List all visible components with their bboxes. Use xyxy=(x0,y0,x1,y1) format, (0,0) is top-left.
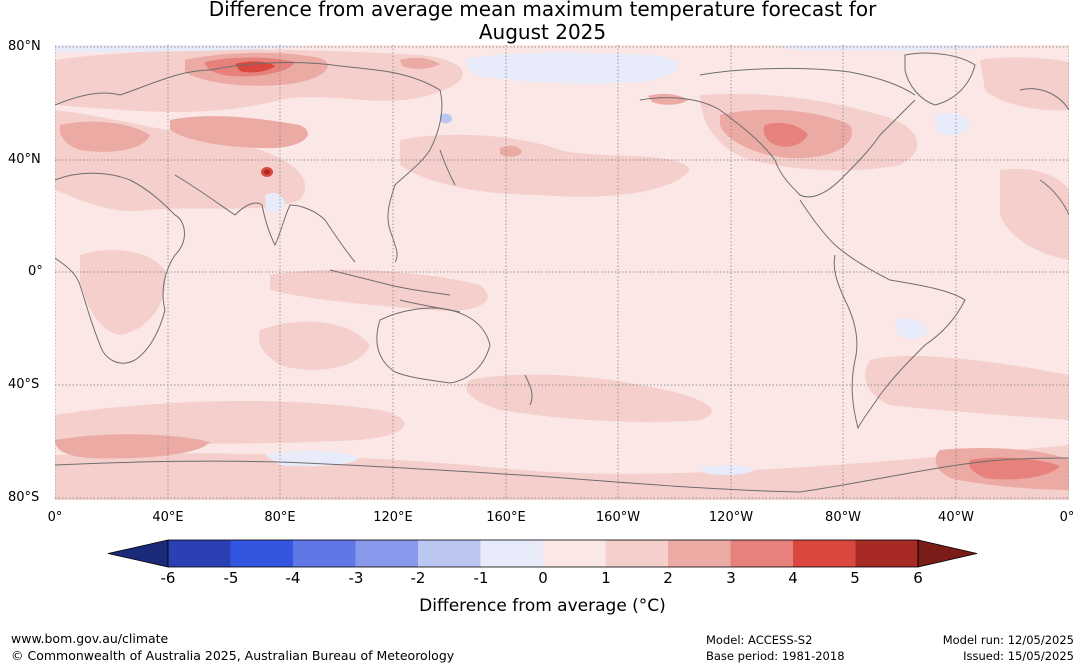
lon-label-160w: 160°W xyxy=(595,510,641,525)
colorbar-swatch xyxy=(605,540,668,567)
colorbar-under-arrow xyxy=(107,539,169,568)
coastlines xyxy=(55,52,1069,493)
colorbar-swatch xyxy=(730,540,793,567)
footer-copyright: © Commonwealth of Australia 2025, Austra… xyxy=(11,648,455,663)
lon-label-120e: 120°E xyxy=(373,510,413,525)
colorbar-over-arrow xyxy=(917,539,978,568)
colorbar-swatch xyxy=(855,540,918,567)
lat-label-40s: 40°S xyxy=(8,377,40,392)
colorbar-swatch xyxy=(230,540,293,567)
footer-issued: Issued: 15/05/2025 xyxy=(963,649,1074,663)
lon-label-0-left: 0° xyxy=(47,510,63,525)
colorbar-swatch xyxy=(293,540,356,567)
colorbar-tick: 5 xyxy=(850,569,860,587)
colorbar-tick: -6 xyxy=(160,569,176,587)
colorbar-tick: 2 xyxy=(663,569,673,587)
lon-label-40e: 40°E xyxy=(152,510,184,525)
colorbar-tick: 3 xyxy=(726,569,736,587)
colorbar-swatch xyxy=(168,540,231,567)
footer-model: Model: ACCESS-S2 xyxy=(706,633,813,647)
colorbar-tick: -3 xyxy=(348,569,364,587)
lon-label-0-right: 0° xyxy=(1059,510,1075,525)
lat-label-equator: 0° xyxy=(28,264,43,279)
lon-label-80e: 80°E xyxy=(264,510,296,525)
lat-label-80n: 80°N xyxy=(8,39,41,54)
colorbar-tick: 0 xyxy=(538,569,548,587)
colorbar-swatch xyxy=(668,540,731,567)
chart-title-line-1: Difference from average mean maximum tem… xyxy=(208,0,877,21)
colorbar-tick: 6 xyxy=(913,569,923,587)
colorbar-swatch xyxy=(480,540,543,567)
colorbar-label: Difference from average (°C) xyxy=(419,596,666,616)
footer-model-run: Model run: 12/05/2025 xyxy=(942,633,1074,647)
colorbar-tick: 1 xyxy=(601,569,611,587)
colorbar-swatch xyxy=(543,540,606,567)
footer-base-period: Base period: 1981-2018 xyxy=(706,649,845,663)
chart-title-line-2: August 2025 xyxy=(478,20,607,44)
colorbar-outline xyxy=(167,539,919,568)
lon-label-80w: 80°W xyxy=(825,510,861,525)
lon-label-120w: 120°W xyxy=(708,510,754,525)
anomaly-fields xyxy=(55,45,1069,500)
colorbar-swatch xyxy=(793,540,856,567)
colorbar-swatch xyxy=(418,540,481,567)
colorbar-tick: -4 xyxy=(285,569,301,587)
colorbar-tick: -2 xyxy=(410,569,426,587)
colorbar-tick: 4 xyxy=(788,569,798,587)
colorbar-tick: -1 xyxy=(473,569,489,587)
graticule xyxy=(55,45,1069,500)
lon-label-40w: 40°W xyxy=(938,510,974,525)
lat-label-40n: 40°N xyxy=(8,152,41,167)
colorbar-tick: -5 xyxy=(223,569,239,587)
lat-label-80s: 80°S xyxy=(8,490,40,505)
lon-label-160e: 160°E xyxy=(486,510,526,525)
footer-website: www.bom.gov.au/climate xyxy=(11,631,169,646)
colorbar-swatch xyxy=(355,540,418,567)
